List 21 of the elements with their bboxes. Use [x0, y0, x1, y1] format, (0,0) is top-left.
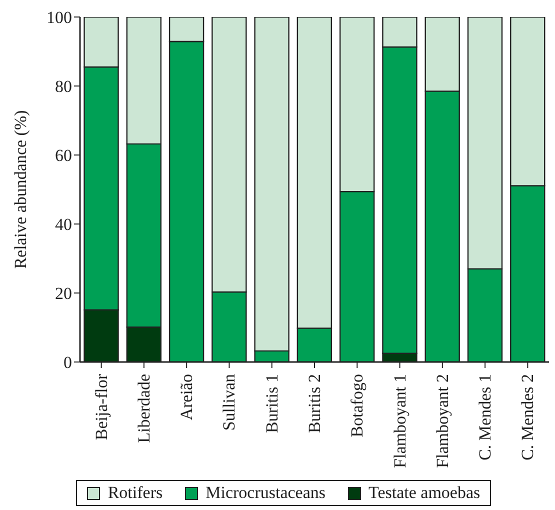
y-tick-label: 40 — [55, 215, 72, 234]
x-tick-label: C. Mendes 2 — [518, 374, 538, 460]
x-tick-label: Beija-flor — [92, 374, 111, 440]
x-tick-label: Sullivan — [220, 374, 239, 431]
x-tick-label: Liberdade — [134, 374, 154, 443]
x-tick-label: C. Mendes 1 — [476, 374, 495, 460]
y-tick-label: 80 — [55, 77, 72, 96]
x-tick-label: Areião — [177, 374, 196, 420]
y-tick-label: 20 — [55, 284, 72, 304]
y-tick-label: 60 — [55, 146, 72, 166]
y-tick-label: 0 — [64, 353, 72, 372]
x-tick-label: Buritis 1 — [262, 374, 282, 434]
y-tick-label: 100 — [46, 8, 72, 28]
legend-label: Testate amoebas — [368, 483, 480, 503]
x-tick-label: Flamboyant 2 — [432, 374, 452, 468]
x-tick-label: Buritis 2 — [305, 374, 324, 434]
y-axis-title: Relaive abundance (%) — [11, 110, 30, 269]
x-tick-label: Botafogo — [348, 374, 367, 438]
legend-label: Rotifers — [106, 483, 163, 503]
legend-label: Microcrustaceans — [204, 483, 326, 503]
x-tick-label: Flamboyant 1 — [390, 374, 410, 468]
